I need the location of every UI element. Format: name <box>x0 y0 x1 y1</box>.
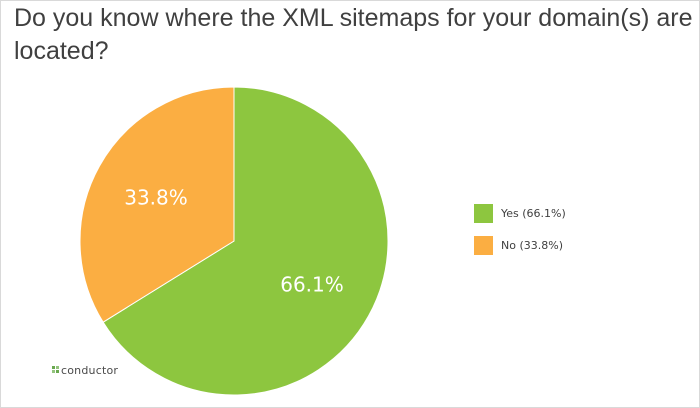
conductor-logo: conductor <box>52 364 118 377</box>
legend-swatch-yes <box>474 203 493 223</box>
pie-slice-no <box>79 86 235 323</box>
legend-swatch-no <box>474 235 493 255</box>
conductor-logo-mark-icon <box>52 366 59 373</box>
chart-legend: Yes (66.1%) No (33.8%) <box>474 203 566 267</box>
chart-title: Do you know where the XML sitemaps for y… <box>14 4 693 65</box>
legend-label-no: No (33.8%) <box>501 238 563 252</box>
legend-label-yes: Yes (66.1%) <box>501 206 566 220</box>
pie-slice-yes <box>102 86 389 396</box>
legend-item-no: No (33.8%) <box>474 235 566 255</box>
legend-item-yes: Yes (66.1%) <box>474 203 566 223</box>
pie-slice-label-yes: 66.1% <box>280 272 344 296</box>
pie-slice-label-no: 33.8% <box>124 186 188 210</box>
conductor-logo-text: conductor <box>61 364 119 377</box>
